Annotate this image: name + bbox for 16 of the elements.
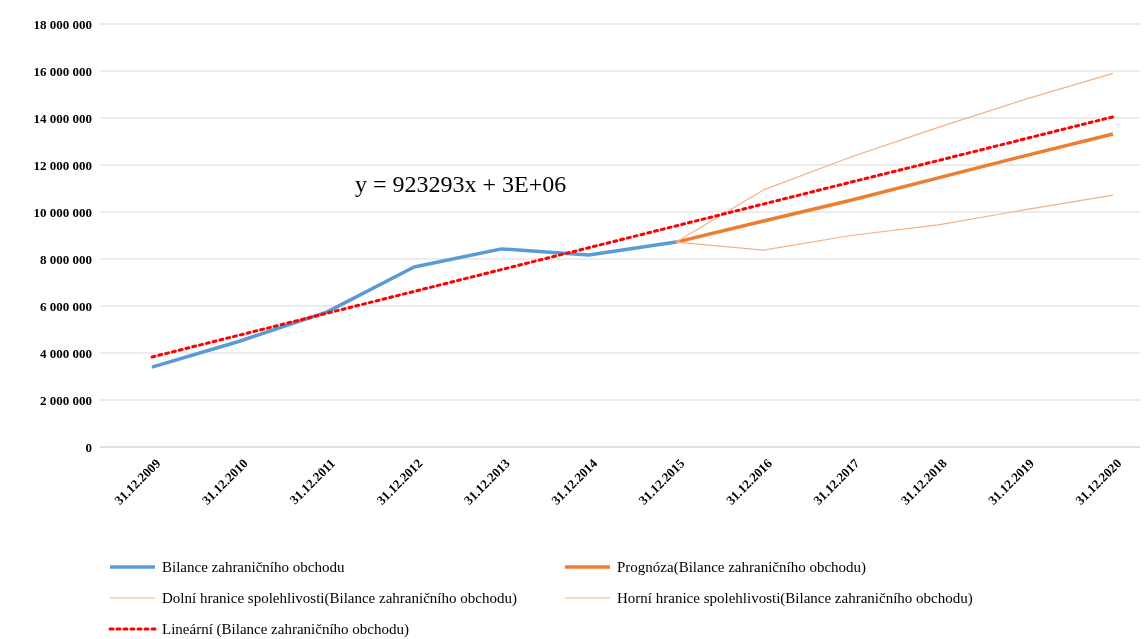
y-tick-label: 12 000 000 [33,157,92,173]
y-tick-label: 8 000 000 [40,251,92,267]
y-tick-label: 18 000 000 [33,16,92,32]
legend-label: Lineární (Bilance zahraničního obchodu) [162,621,409,639]
legend-label: Bilance zahraničního obchodu [162,559,345,576]
y-tick-label: 16 000 000 [33,63,92,79]
y-tick-label: 0 [85,439,92,455]
annotation: y = 923293x + 3E+06 [355,171,567,197]
legend-label: Horní hranice spolehlivosti(Bilance zahraničního obchodu) [617,590,973,608]
y-tick-label: 14 000 000 [33,110,92,126]
y-tick-label: 4 000 000 [40,345,92,361]
y-tick-label: 2 000 000 [40,392,92,408]
y-tick-label: 10 000 000 [33,204,92,220]
y-tick-label: 6 000 000 [40,298,92,314]
legend-label: Dolní hranice spolehlivosti(Bilance zahraničního obchodu) [162,590,517,608]
legend-label: Prognóza(Bilance zahraničního obchodu) [617,559,867,577]
